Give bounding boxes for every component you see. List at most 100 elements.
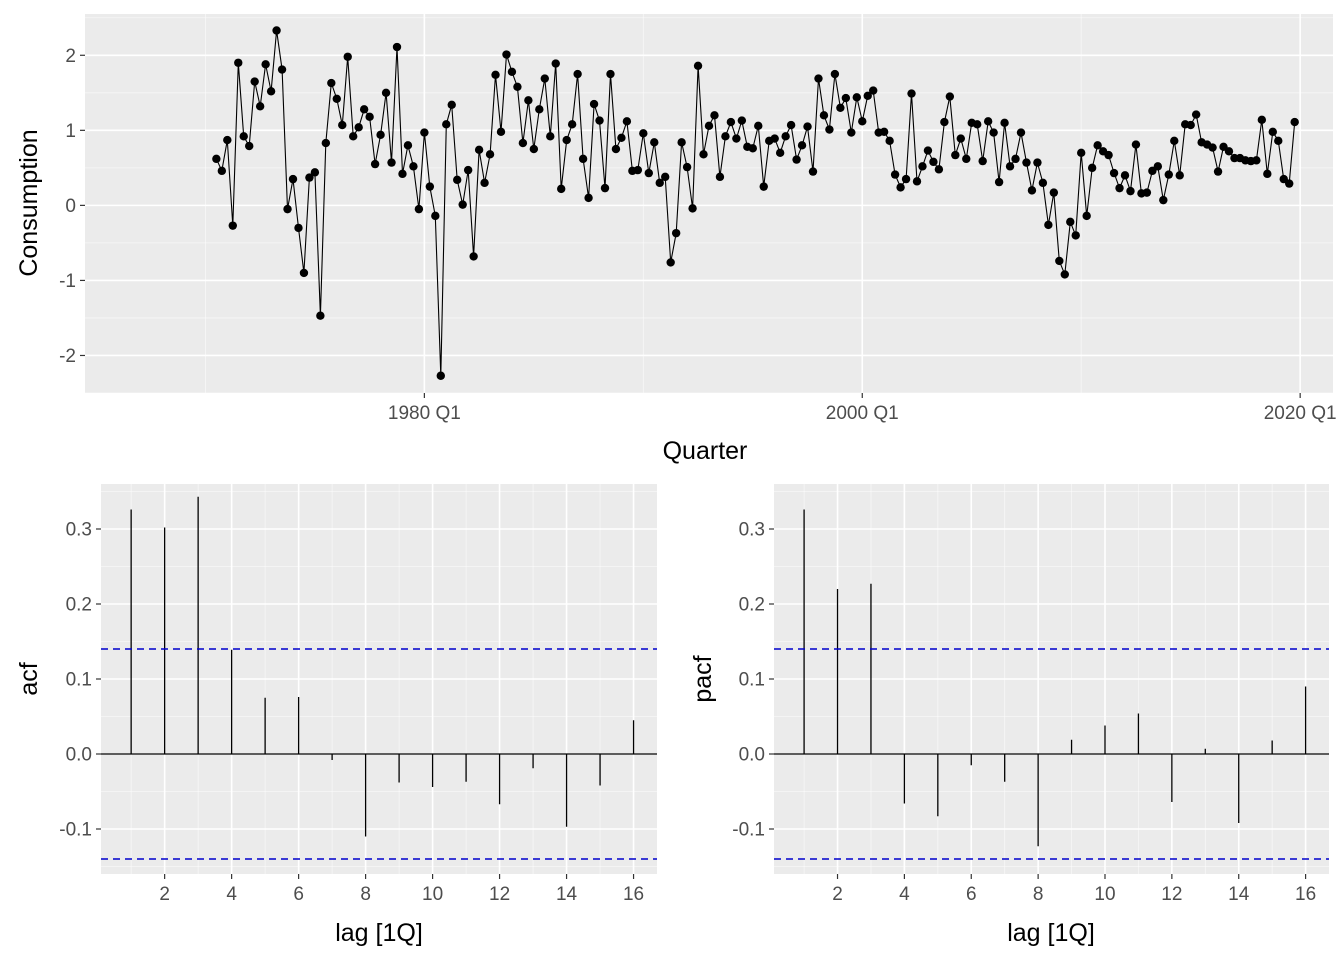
timeseries-data-point	[896, 183, 905, 192]
timeseries-data-point	[1268, 127, 1277, 137]
timeseries-data-point	[447, 100, 456, 110]
timeseries-data-point	[327, 78, 336, 88]
acf-y-tick-label: 0.3	[66, 520, 92, 541]
timeseries-data-point	[1252, 156, 1261, 165]
timeseries-data-point	[923, 146, 933, 155]
timeseries-data-point	[431, 211, 440, 221]
timeseries-data-point	[633, 165, 643, 175]
pacf-x-tick-label: 6	[966, 884, 977, 905]
pacf-panel: -0.1 0.0 0.1 0.2 0.3 2 4 6 8 10 12 14 16 lag [1Q] p…	[689, 484, 1329, 947]
timeseries-data-point	[1011, 154, 1020, 164]
timeseries-data-point	[463, 165, 473, 175]
timeseries-data-point	[830, 69, 840, 79]
timeseries-data-point	[398, 169, 407, 179]
timeseries-data-point	[803, 122, 812, 131]
pacf-x-tick-label: 2	[832, 884, 843, 905]
timeseries-data-point	[272, 26, 281, 35]
timeseries-data-point	[869, 86, 878, 95]
acf-x-tick-label: 14	[556, 884, 578, 905]
timeseries-data-point	[715, 172, 725, 182]
timeseries-data-point	[962, 154, 971, 164]
timeseries-data-point	[1213, 167, 1223, 176]
timeseries-y-tick-label: 1	[65, 121, 76, 142]
timeseries-y-title: Consumption	[15, 129, 43, 276]
timeseries-data-point	[808, 167, 818, 176]
timeseries-data-point	[1263, 169, 1272, 179]
acf-y-tick-label: 0.1	[66, 670, 92, 691]
timeseries-plot-background	[85, 14, 1333, 393]
acf-x-tick-label: 10	[422, 884, 443, 905]
timeseries-x-axis: 1980 Q1 2000 Q1 2020 Q1	[388, 393, 1337, 424]
acf-y-axis: -0.1 0.0 0.1 0.2 0.3	[59, 520, 101, 841]
timeseries-data-point	[1022, 158, 1031, 167]
timeseries-data-point	[1077, 148, 1086, 158]
pacf-y-tick-label: 0.3	[739, 520, 765, 541]
pacf-x-tick-label: 14	[1228, 884, 1250, 905]
timeseries-data-point	[234, 58, 243, 67]
timeseries-data-point	[929, 157, 938, 167]
timeseries-data-point	[611, 144, 621, 154]
timeseries-data-point	[1038, 178, 1048, 188]
timeseries-data-point	[228, 221, 237, 230]
timeseries-data-point	[567, 120, 577, 129]
timeseries-data-point	[365, 112, 374, 122]
timeseries-data-point	[283, 204, 292, 214]
timeseries-data-point	[819, 111, 829, 120]
timeseries-data-point	[507, 67, 517, 76]
timeseries-data-point	[245, 141, 254, 151]
timeseries-x-tick-label: 2000 Q1	[826, 403, 899, 424]
timeseries-data-point	[699, 150, 708, 159]
timeseries-data-point	[677, 138, 686, 147]
timeseries-data-point	[557, 184, 566, 194]
timeseries-data-point	[841, 93, 851, 103]
timeseries-data-point	[1186, 120, 1195, 130]
timeseries-data-point	[343, 52, 352, 61]
timeseries-data-point	[321, 138, 331, 148]
pacf-marks	[774, 509, 1329, 860]
timeseries-data-point	[381, 88, 391, 98]
timeseries-marks	[212, 26, 1299, 380]
timeseries-data-point	[814, 74, 823, 83]
timeseries-data-point	[277, 65, 287, 74]
timeseries-data-point	[885, 136, 894, 146]
timeseries-data-point	[1016, 128, 1026, 137]
acf-y-tick-label: 0.0	[66, 745, 92, 766]
timeseries-data-point	[1274, 136, 1283, 146]
timeseries-data-point	[518, 138, 528, 148]
timeseries-data-point	[863, 91, 872, 101]
pacf-x-axis: 2 4 6 8 10 12 14 16	[832, 874, 1316, 905]
timeseries-data-point	[420, 128, 429, 137]
timeseries-data-point	[546, 132, 555, 141]
timeseries-data-point	[1044, 220, 1053, 230]
pacf-y-tick-label: 0.2	[739, 595, 765, 616]
timeseries-data-point	[836, 103, 845, 113]
timeseries-data-point	[622, 117, 632, 126]
pacf-x-tick-label: 10	[1094, 884, 1115, 905]
timeseries-data-point	[1224, 147, 1234, 156]
timeseries-y-axis: -2 -1 0 1 2	[59, 46, 85, 367]
timeseries-data-point	[781, 132, 790, 141]
timeseries-data-point	[474, 145, 484, 155]
timeseries-data-point	[425, 182, 435, 191]
timeseries-data-point	[934, 165, 944, 174]
timeseries-data-point	[606, 69, 615, 79]
timeseries-data-point	[748, 144, 757, 153]
timeseries-data-point	[1131, 140, 1141, 149]
acf-x-tick-label: 4	[226, 884, 237, 905]
timeseries-data-point	[617, 133, 626, 143]
pacf-x-tick-label: 8	[1033, 884, 1044, 905]
timeseries-data-point	[759, 182, 768, 191]
timeseries-data-point	[354, 123, 363, 132]
timeseries-data-point	[775, 148, 785, 158]
timeseries-data-point	[305, 173, 314, 182]
timeseries-data-point	[469, 252, 478, 261]
timeseries-data-point	[524, 96, 533, 105]
timeseries-data-point	[338, 120, 347, 130]
timeseries-data-point	[770, 134, 779, 143]
timeseries-data-point	[661, 172, 670, 182]
timeseries-data-point	[792, 155, 801, 164]
timeseries-data-point	[994, 177, 1004, 187]
timeseries-data-point	[1109, 168, 1119, 178]
timeseries-data-point	[1290, 117, 1299, 127]
pacf-y-tick-label: 0.1	[739, 670, 765, 691]
